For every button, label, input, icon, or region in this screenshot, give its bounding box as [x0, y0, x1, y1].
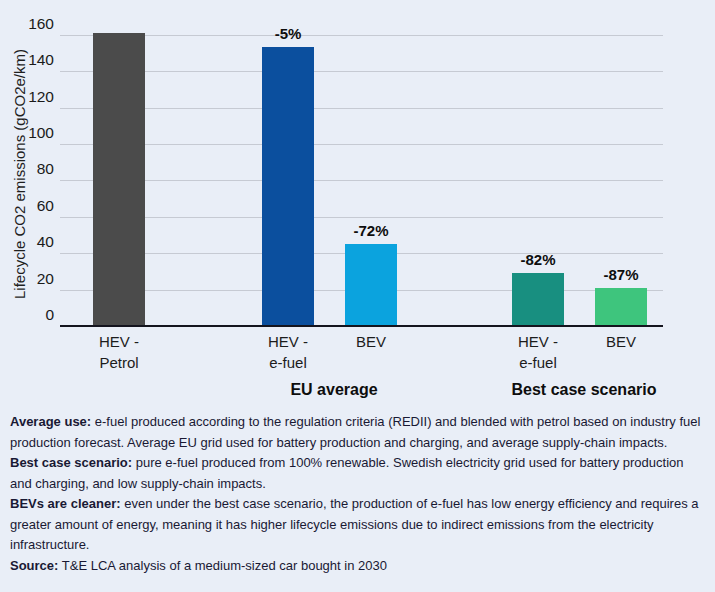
gridline	[60, 71, 663, 72]
x-tick-label-line: BEV	[574, 331, 668, 352]
x-tick-label-line: e-fuel	[491, 352, 585, 373]
y-tick-label: 40	[8, 233, 54, 251]
x-tick-label: BEV	[574, 331, 668, 352]
bar-bev	[595, 288, 647, 325]
lifecycle-emissions-chart: Lifecycle CO2 emissions (gCO2e/km) 02040…	[0, 0, 715, 592]
x-tick-label: HEV -e-fuel	[241, 331, 335, 373]
note-lead: Source:	[10, 558, 58, 573]
notes-section: Average use: e-fuel produced according t…	[10, 412, 707, 576]
y-tick-label: 80	[8, 160, 54, 178]
gridline	[60, 217, 663, 218]
note-text: e-fuel produced according to the regulat…	[10, 414, 700, 450]
note-paragraph-average-use: Average use: e-fuel produced according t…	[10, 412, 707, 453]
group-label-eu-average: EU average	[224, 381, 444, 399]
note-lead: Average use:	[10, 414, 91, 429]
x-tick-label-line: e-fuel	[241, 352, 335, 373]
y-tick-label: 0	[8, 306, 54, 324]
y-tick-label: 20	[8, 270, 54, 288]
bar-value-label: -5%	[246, 25, 330, 43]
x-tick-label-line: Petrol	[72, 352, 166, 373]
bar-hev-e-fuel	[512, 273, 564, 325]
gridline	[60, 108, 663, 109]
group-label-best-case-scenario: Best case scenario	[474, 381, 694, 399]
note-lead: BEVs are cleaner:	[10, 496, 121, 511]
x-tick-label: HEV -Petrol	[72, 331, 166, 373]
note-lead: Best case scenario:	[10, 455, 132, 470]
y-tick-label: 140	[8, 51, 54, 69]
x-tick-label: BEV	[324, 331, 418, 352]
bar-value-label: -72%	[329, 222, 413, 240]
y-tick-label: 120	[8, 88, 54, 106]
x-tick-label: HEV -e-fuel	[491, 331, 585, 373]
y-tick-label: 60	[8, 197, 54, 215]
gridline	[60, 180, 663, 181]
gridline	[60, 35, 663, 36]
bar-bev	[345, 244, 397, 325]
note-text: T&E LCA analysis of a medium-sized car b…	[58, 558, 387, 573]
x-axis-line	[60, 325, 663, 327]
x-tick-label-line: BEV	[324, 331, 418, 352]
x-tick-label-line: HEV -	[491, 331, 585, 352]
y-tick-label: 160	[8, 15, 54, 33]
y-tick-label: 100	[8, 124, 54, 142]
bar-hev-petrol	[93, 33, 145, 325]
bar-value-label: -82%	[496, 251, 580, 269]
bar-value-label: -87%	[579, 266, 663, 284]
gridline	[60, 144, 663, 145]
bar-hev-e-fuel	[262, 47, 314, 325]
note-paragraph-bevs-cleaner: BEVs are cleaner: even under the best ca…	[10, 494, 707, 556]
note-paragraph-best-case: Best case scenario: pure e-fuel produced…	[10, 453, 707, 494]
x-tick-label-line: HEV -	[241, 331, 335, 352]
x-tick-label-line: HEV -	[72, 331, 166, 352]
note-paragraph-source: Source: T&E LCA analysis of a medium-siz…	[10, 556, 707, 577]
